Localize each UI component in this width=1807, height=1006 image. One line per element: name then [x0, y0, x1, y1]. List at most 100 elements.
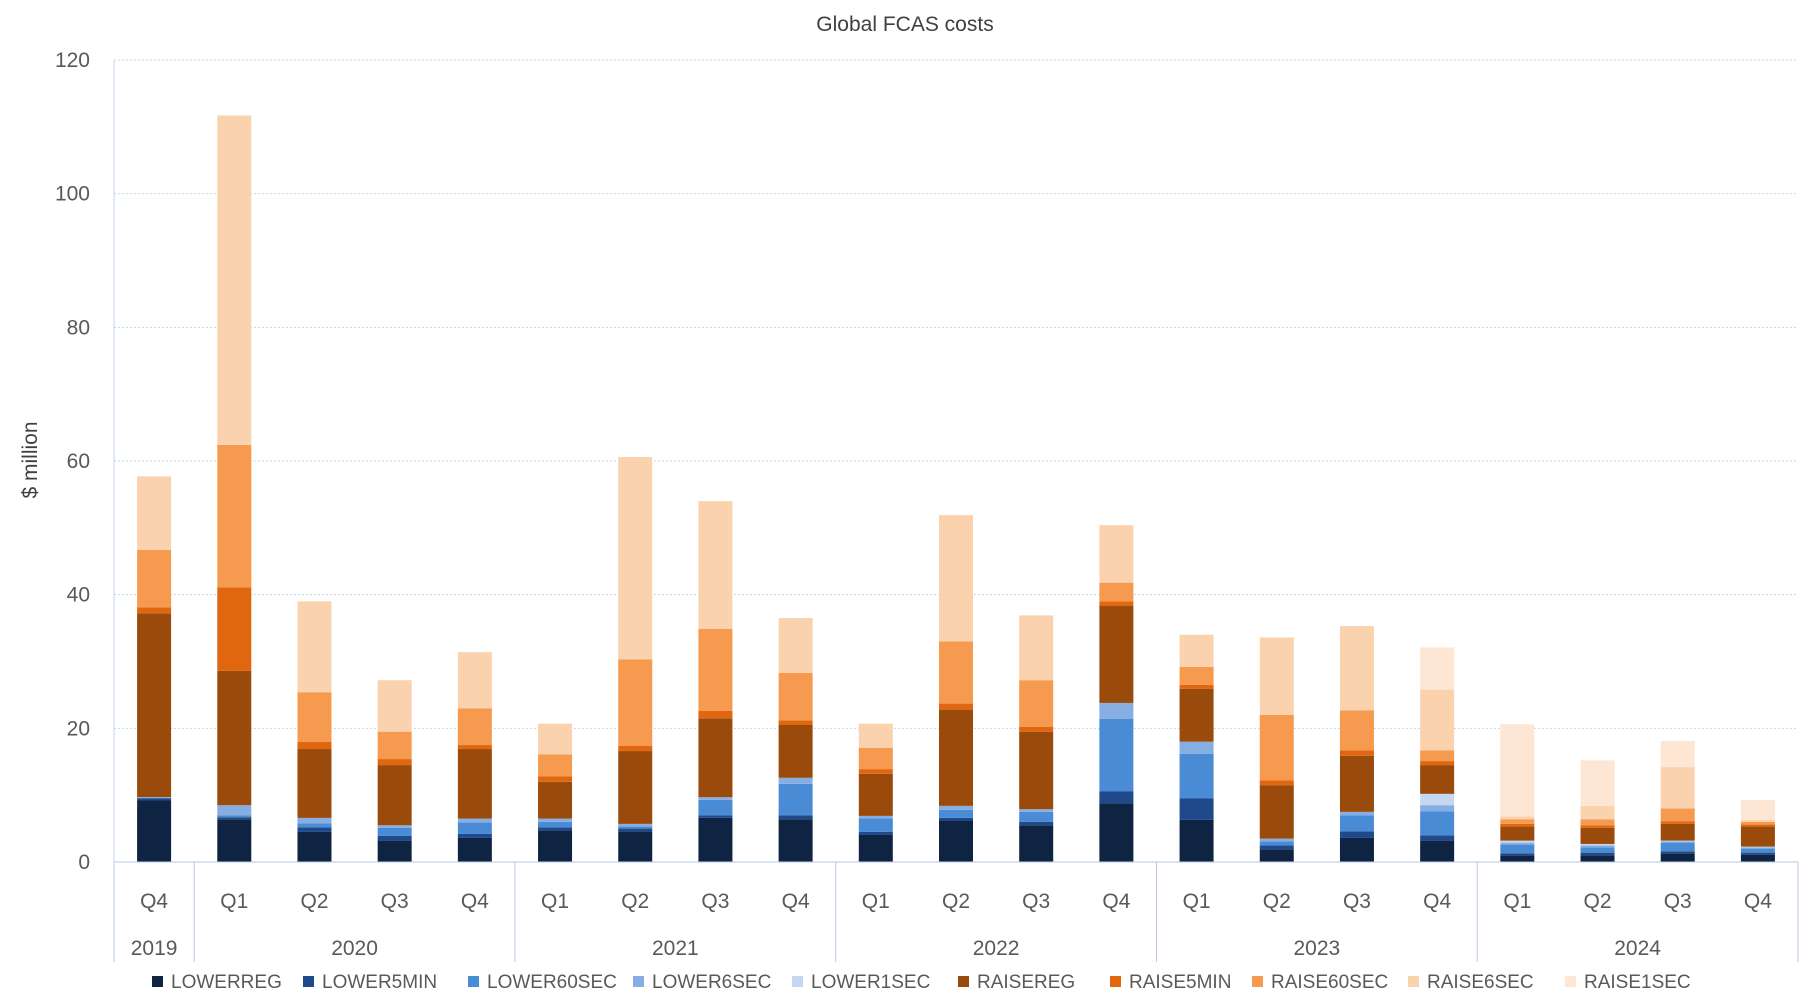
bar-segment-lower5min — [538, 827, 573, 831]
bar-segment-lower5min — [858, 831, 893, 835]
legend-label: LOWER6SEC — [652, 972, 771, 993]
bar-stack — [939, 515, 973, 862]
bar-segment-raise60sec — [1420, 750, 1455, 762]
bar-segment-lower5min — [217, 817, 252, 820]
bar-segment-raisereg — [457, 749, 492, 819]
bar-segment-raisereg — [1099, 606, 1134, 703]
bar-segment-lower6sec — [297, 817, 332, 824]
bar-segment-lower5min — [297, 827, 332, 832]
y-axis-ticks: 0 20 40 60 80 100 120 — [55, 49, 90, 874]
bar-segment-lower60sec — [137, 797, 172, 799]
bar-stack — [1580, 760, 1615, 862]
bar-segment-lower5min — [778, 815, 813, 820]
bar-segment-lower60sec — [858, 818, 893, 832]
bar-segment-raise5min — [1099, 601, 1134, 607]
legend-label: LOWER60SEC — [487, 972, 617, 993]
bar-segment-raise60sec — [538, 754, 573, 777]
x-tick-label: Q4 — [461, 890, 489, 913]
bar-segment-raise6sec — [1259, 637, 1294, 715]
bar-segment-raisereg — [1179, 688, 1214, 742]
bar-segment-lower6sec — [377, 825, 412, 828]
bar-segment-raise6sec — [137, 476, 172, 550]
x-tick-label: Q3 — [1022, 890, 1050, 913]
bar-segment-raise5min — [618, 745, 653, 752]
bar-segment-raise1sec — [1740, 799, 1775, 820]
legend-label: RAISEREG — [977, 972, 1075, 993]
bar-segment-lowerreg — [137, 800, 172, 862]
y-tick-label: 80 — [67, 316, 90, 339]
bar-segment-lowerreg — [1580, 855, 1615, 862]
bar-segment-lowerreg — [377, 840, 412, 862]
bar-segment-lower6sec — [1099, 702, 1134, 719]
bar-segment-raise60sec — [1580, 819, 1615, 826]
bar-segment-lower5min — [137, 798, 172, 801]
bar-segment-raise60sec — [1740, 821, 1775, 825]
bar-stack — [1740, 799, 1775, 862]
bar-segment-raise6sec — [778, 618, 813, 673]
x-tick-label: Q2 — [1584, 890, 1612, 913]
x-tick-label: Q1 — [541, 890, 569, 913]
bar-segment-raise5min — [1740, 824, 1775, 827]
bar-stack — [538, 723, 573, 862]
bar-segment-raise6sec — [939, 515, 973, 642]
bar-segment-raise60sec — [1339, 710, 1374, 751]
bar-segment-raise1sec — [1420, 647, 1455, 690]
legend-swatch — [792, 976, 803, 987]
bar-segment-raise5min — [698, 710, 733, 719]
bar-segment-raise6sec — [1179, 634, 1214, 667]
bar-segment-lower60sec — [1660, 842, 1695, 852]
bar-segment-raise1sec — [1500, 724, 1535, 817]
bar-segment-raise6sec — [1099, 525, 1134, 583]
bar-segment-raisereg — [377, 765, 412, 826]
bar-segment-lowerreg — [1259, 849, 1294, 862]
bar-segment-raise60sec — [1099, 582, 1134, 602]
bar-segment-raisereg — [858, 773, 893, 816]
bar-segment-raise6sec — [1019, 615, 1054, 681]
legend-label: LOWER5MIN — [322, 972, 437, 993]
legend: LOWERREG LOWER5MIN LOWER60SEC LOWER6SEC LOWE… — [152, 972, 1691, 993]
bar-segment-lower60sec — [1179, 753, 1214, 799]
bar-segment-lower60sec — [778, 783, 813, 816]
legend-swatch — [1110, 976, 1121, 987]
bar-segment-raise6sec — [457, 652, 492, 709]
x-tick-label: Q2 — [942, 890, 970, 913]
legend-item-raise60sec: RAISE60SEC — [1252, 972, 1388, 993]
bar-segment-lower60sec — [1740, 848, 1775, 853]
bar-segment-raisereg — [1580, 827, 1615, 844]
x-tick-label: Q2 — [1263, 890, 1291, 913]
bar-segment-raise5min — [1660, 821, 1695, 824]
bar-segment-lowerreg — [858, 834, 893, 862]
bar-segment-raisereg — [217, 670, 252, 806]
bar-segment-raise60sec — [457, 708, 492, 746]
legend-label: RAISE6SEC — [1427, 972, 1534, 993]
bar-segment-lower1sec — [1420, 793, 1455, 806]
bar-stack — [1500, 724, 1535, 862]
bar-segment-raise60sec — [1660, 808, 1695, 822]
bar-segment-raise60sec — [217, 444, 252, 588]
bar-segment-lower60sec — [1019, 811, 1054, 822]
bar-segment-raise5min — [1259, 780, 1294, 786]
bar-segment-lower60sec — [1580, 847, 1615, 853]
bar-segment-lower60sec — [217, 815, 252, 818]
bar-segment-lowerreg — [1740, 854, 1775, 862]
bar-segment-raise6sec — [1500, 816, 1535, 820]
bar-segment-raise60sec — [1019, 680, 1054, 727]
x-tick-label: Q2 — [300, 890, 328, 913]
legend-item-lower6sec: LOWER6SEC — [633, 972, 771, 993]
legend-swatch — [633, 976, 644, 987]
x-tick-label: Q4 — [1423, 890, 1451, 913]
bar-segment-raise6sec — [538, 723, 573, 755]
bar-segment-lowerreg — [1500, 855, 1535, 862]
bar-segment-raise6sec — [1580, 805, 1615, 820]
x-axis: Q4 Q1 Q2 Q3 Q4 Q1 Q2 Q3 Q4 Q1 Q2 Q3 Q4 Q1 Q2 Q3 Q4 Q1 Q2 Q3… — [113, 60, 1799, 962]
bar-segment-lowerreg — [698, 817, 733, 862]
bar-segment-lowerreg — [618, 831, 653, 862]
bar-segment-raise5min — [1420, 761, 1455, 766]
bar-segment-lowerreg — [1099, 803, 1134, 862]
bar-segment-raise60sec — [698, 628, 733, 711]
y-tick-label: 0 — [78, 851, 90, 874]
bar-segment-raisereg — [1420, 765, 1455, 794]
y-tick-label: 120 — [55, 49, 90, 72]
bar-stack — [1660, 741, 1695, 862]
